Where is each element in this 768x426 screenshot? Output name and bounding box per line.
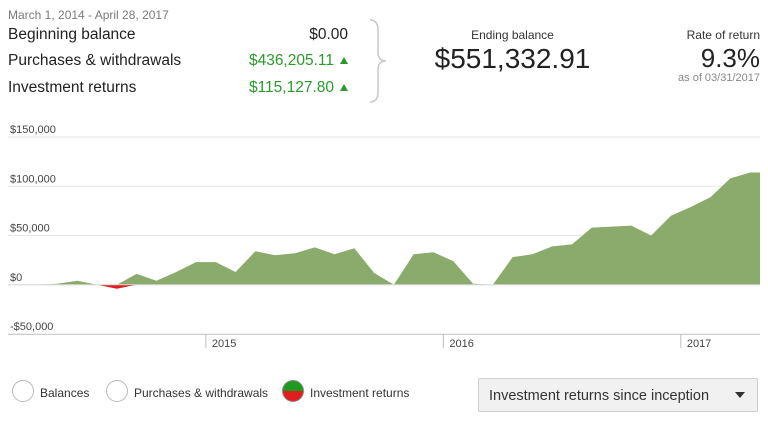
up-arrow-icon <box>340 57 348 64</box>
purchases-withdrawals-value-wrap: $436,205.11 <box>249 52 348 70</box>
rate-of-return-as-of: as of 03/31/2017 <box>678 72 760 84</box>
up-arrow-icon <box>340 84 348 91</box>
y-tick-label: $0 <box>10 272 22 284</box>
rate-of-return-caption: Rate of return <box>686 28 760 42</box>
legend-investment-returns-label: Investment returns <box>310 386 410 400</box>
investment-returns-area-negative <box>8 284 760 289</box>
legend-balances[interactable]: Balances <box>12 380 107 406</box>
y-tick-label: $50,000 <box>10 223 50 235</box>
investment-returns-area-positive <box>8 172 760 285</box>
ending-balance: Ending balance $551,332.91 <box>430 28 595 75</box>
y-tick-label: -$50,000 <box>10 321 53 333</box>
x-tick-label: 2015 <box>212 338 236 350</box>
rate-of-return-value: 9.3% <box>700 43 760 73</box>
rate-of-return: Rate of return 9.3% as of 03/31/2017 <box>620 28 760 84</box>
period-select[interactable]: Investment returns since inception <box>478 378 758 412</box>
investment-returns-value-wrap: $115,127.80 <box>249 79 348 97</box>
balances-radio-icon[interactable] <box>12 380 34 402</box>
beginning-balance-value: $0.00 <box>309 26 348 43</box>
x-tick-label: 2017 <box>687 338 711 350</box>
x-tick-label: 2016 <box>449 338 473 350</box>
legend-purchases-withdrawals-label: Purchases & withdrawals <box>134 386 269 400</box>
brace-icon <box>369 19 387 103</box>
legend-purchases-withdrawals[interactable]: Purchases & withdrawals <box>106 380 276 406</box>
y-tick-label: $150,000 <box>10 124 56 136</box>
y-tick-label: $100,000 <box>10 173 56 185</box>
area-chart: -$50,000 $0 $50,000 $100,000 $150,000 2015 201… <box>8 124 760 350</box>
purchases-withdrawals-radio-icon[interactable] <box>106 380 128 402</box>
investment-returns-chart: -$50,000 $0 $50,000 $100,000 $150,000 2015 201… <box>0 120 768 360</box>
beginning-balance-label: Beginning balance <box>8 26 136 43</box>
ending-balance-caption: Ending balance <box>471 28 554 42</box>
investment-returns-value: $115,127.80 <box>248 79 334 96</box>
chevron-down-icon <box>735 392 745 398</box>
purchases-withdrawals-row: Purchases & withdrawals $436,205.11 <box>8 52 348 74</box>
legend-investment-returns[interactable]: Investment returns <box>282 380 422 406</box>
legend-balances-label: Balances <box>40 386 90 400</box>
account-summary: March 1, 2014 - April 28, 2017 Beginning… <box>0 0 768 110</box>
beginning-balance-row: Beginning balance $0.00 <box>8 26 348 48</box>
investment-returns-row: Investment returns $115,127.80 <box>8 79 348 101</box>
purchases-withdrawals-label: Purchases & withdrawals <box>8 52 182 69</box>
ending-balance-value: $551,332.91 <box>434 43 591 74</box>
investment-returns-label: Investment returns <box>8 79 137 96</box>
investment-returns-radio-icon[interactable] <box>282 380 304 402</box>
date-range: March 1, 2014 - April 28, 2017 <box>8 8 169 22</box>
purchases-withdrawals-value: $436,205.11 <box>248 52 334 69</box>
period-select-value: Investment returns since inception <box>489 388 710 404</box>
